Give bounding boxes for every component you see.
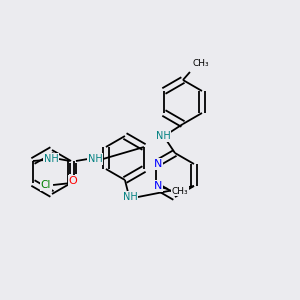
Text: O: O — [69, 176, 77, 186]
Text: CH₃: CH₃ — [193, 59, 209, 68]
Text: NH: NH — [123, 192, 137, 202]
Text: NH: NH — [88, 154, 102, 164]
Text: N: N — [154, 181, 162, 191]
Text: NH: NH — [156, 131, 170, 141]
Text: Cl: Cl — [41, 180, 51, 190]
Text: CH₃: CH₃ — [172, 187, 188, 196]
Text: N: N — [154, 159, 162, 169]
Text: NH: NH — [44, 154, 58, 164]
